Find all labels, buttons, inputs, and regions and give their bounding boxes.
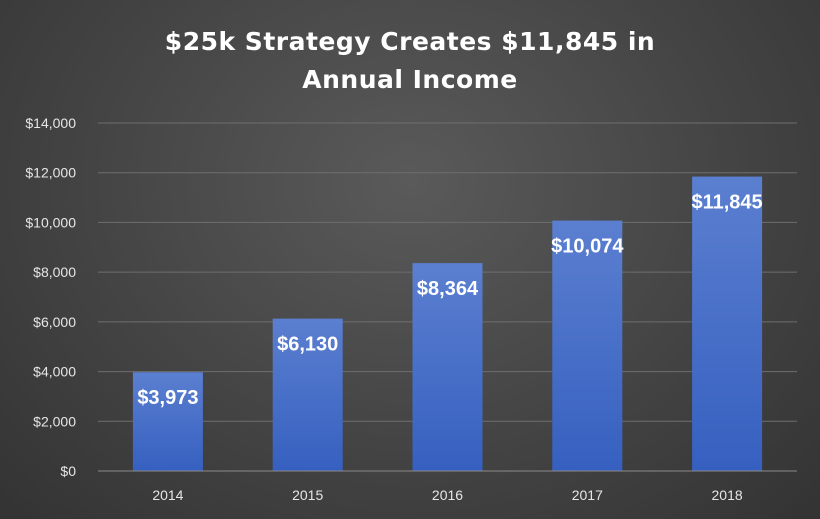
- bar-2015: [272, 318, 343, 471]
- y-tick-label: $8,000: [33, 264, 76, 280]
- chart-title: $25k Strategy Creates $11,845 in Annual …: [165, 27, 655, 94]
- y-tick-label: $2,000: [33, 413, 76, 429]
- bar-2014: [132, 372, 203, 471]
- x-tick-label: 2014: [152, 487, 183, 503]
- x-tick-label: 2018: [712, 487, 743, 503]
- bar-2017: [552, 220, 623, 471]
- data-label: $8,364: [417, 278, 479, 300]
- x-tick-label: 2016: [432, 487, 463, 503]
- bar-2016: [412, 263, 483, 471]
- y-tick-label: $14,000: [25, 115, 76, 131]
- x-axis: 2014 2015 2016 2017 2018: [98, 470, 797, 503]
- bars: [132, 176, 763, 471]
- data-label: $3,973: [137, 387, 198, 409]
- y-tick-label: $12,000: [25, 165, 76, 181]
- data-label: $10,074: [551, 236, 624, 258]
- bar-2018: [692, 176, 763, 471]
- data-label: $6,130: [277, 334, 338, 356]
- y-tick-label: $10,000: [25, 214, 76, 230]
- y-tick-label: $6,000: [33, 314, 76, 330]
- x-tick-label: 2015: [292, 487, 323, 503]
- y-tick-label: $0: [60, 463, 76, 479]
- data-label: $11,845: [691, 192, 762, 214]
- chart-title-line-1: $25k Strategy Creates $11,845 in: [165, 27, 655, 56]
- x-tick-label: 2017: [572, 487, 603, 503]
- data-labels: $3,973 $6,130 $8,364 $10,074 $11,845: [137, 192, 762, 410]
- y-axis: $0 $2,000 $4,000 $6,000 $8,000 $10,000 $12,000…: [25, 115, 76, 479]
- chart-title-line-2: Annual Income: [302, 65, 517, 94]
- y-tick-label: $4,000: [33, 364, 76, 380]
